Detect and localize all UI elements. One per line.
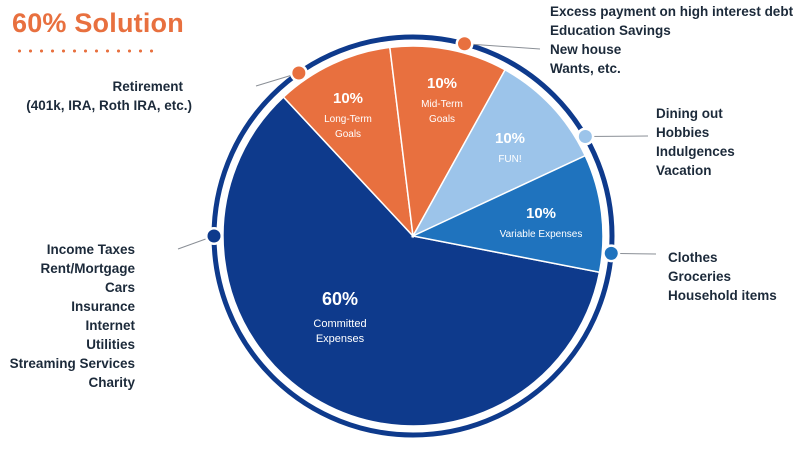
- detail-long-term-goals: (401k, IRA, Roth IRA, etc.): [26, 98, 192, 113]
- detail-variable-expenses: Clothes: [668, 250, 718, 265]
- slice-mid-term-goals: [389, 45, 507, 239]
- detail-committed-expenses: Streaming Services: [10, 356, 135, 371]
- slice-committed-expenses: [222, 95, 601, 427]
- slice-mid-term-goals-percent: 10%: [427, 75, 457, 92]
- leader-line-fun: [585, 135, 649, 137]
- callout-marker-variable-expenses: [604, 246, 618, 260]
- callout-marker-long-term-goals: [292, 66, 306, 80]
- leader-line-mid-term-goals: [464, 43, 541, 50]
- callout-marker-committed-expenses: [207, 229, 221, 243]
- detail-variable-expenses: Household items: [668, 288, 777, 303]
- slice-committed-expenses-name: Committed: [313, 318, 366, 330]
- detail-mid-term-goals: New house: [550, 42, 622, 57]
- slice-variable-expenses: [410, 154, 604, 274]
- slice-long-term-goals-name: Goals: [335, 129, 361, 140]
- detail-mid-term-goals: Education Savings: [550, 23, 671, 38]
- slice-committed-expenses-name: Expenses: [316, 333, 365, 345]
- detail-committed-expenses: Insurance: [71, 299, 135, 314]
- detail-committed-expenses: Utilities: [86, 337, 135, 352]
- detail-variable-expenses: Groceries: [668, 269, 731, 284]
- callout-marker-mid-term-goals: [458, 37, 472, 51]
- detail-mid-term-goals: Wants, etc.: [550, 61, 621, 76]
- detail-fun: Indulgences: [656, 144, 735, 159]
- detail-long-term-goals: Retirement: [112, 79, 183, 94]
- detail-committed-expenses: Cars: [105, 280, 135, 295]
- detail-mid-term-goals: Excess payment on high interest debt: [550, 4, 794, 19]
- slice-variable-expenses-percent: 10%: [526, 205, 556, 222]
- slice-long-term-goals-percent: 10%: [333, 90, 363, 107]
- slice-fun-percent: 10%: [495, 130, 525, 147]
- detail-committed-expenses: Rent/Mortgage: [41, 261, 136, 276]
- detail-fun: Hobbies: [656, 125, 709, 140]
- detail-committed-expenses: Internet: [85, 318, 135, 333]
- slice-fun-name: FUN!: [498, 154, 521, 165]
- slice-fun: [411, 68, 587, 238]
- slice-committed-expenses-percent: 60%: [322, 289, 358, 309]
- detail-committed-expenses: Income Taxes: [47, 242, 135, 257]
- slice-mid-term-goals-name: Mid-Term: [421, 99, 463, 110]
- slice-mid-term-goals-name: Goals: [429, 114, 455, 125]
- detail-committed-expenses: Charity: [88, 375, 135, 390]
- detail-fun: Vacation: [656, 163, 712, 178]
- slice-long-term-goals: [282, 46, 415, 239]
- detail-fun: Dining out: [656, 106, 723, 121]
- slice-long-term-goals-name: Long-Term: [324, 114, 372, 125]
- chart-title: 60% Solution: [12, 8, 184, 38]
- slice-variable-expenses-name: Variable Expenses: [500, 229, 583, 240]
- title-dotted-underline: [14, 48, 154, 54]
- callout-marker-fun: [578, 130, 592, 143]
